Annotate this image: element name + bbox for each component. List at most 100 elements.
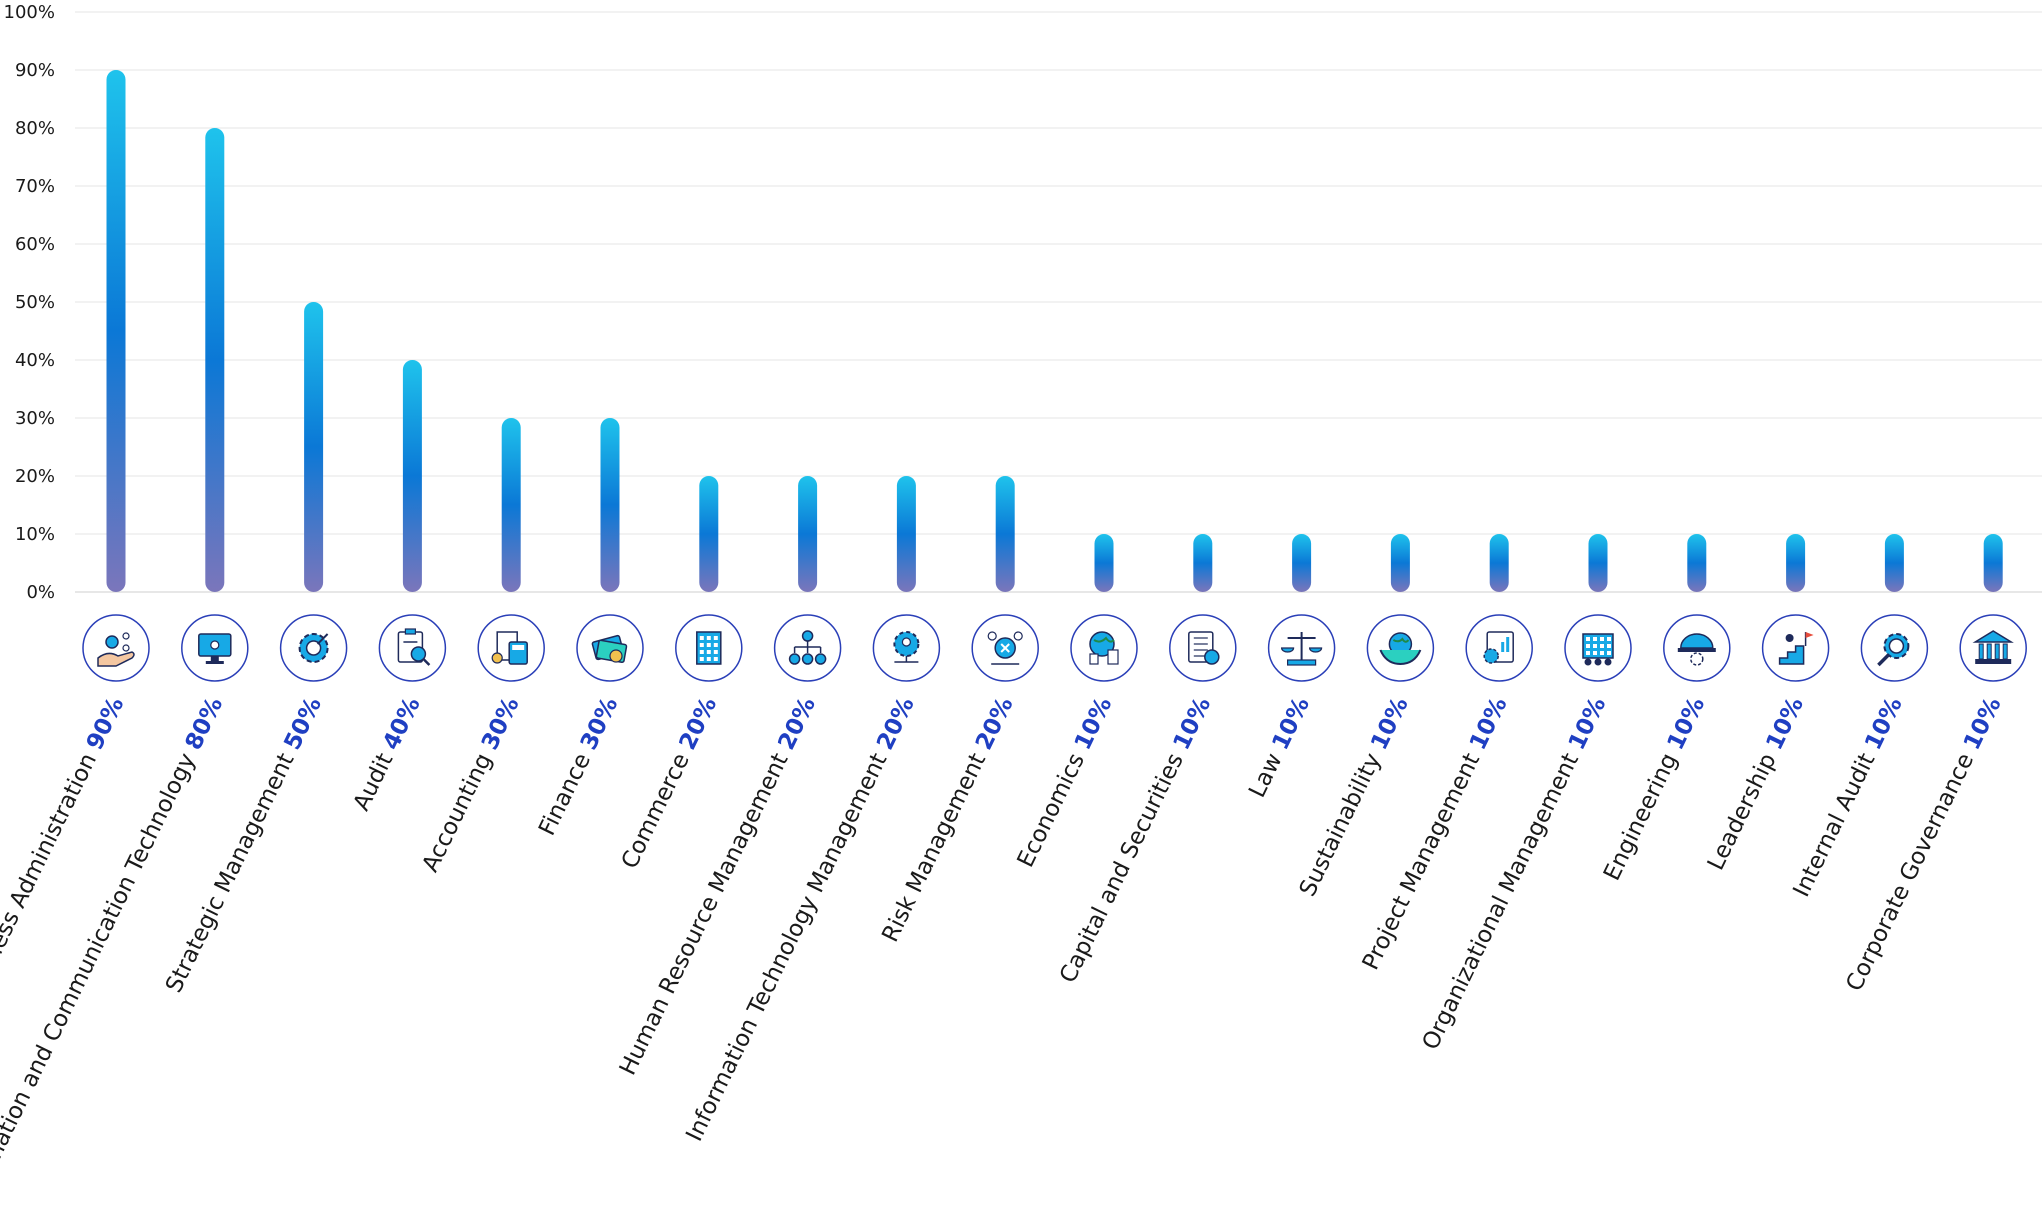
x-axis-label: Human Resource Management 20% bbox=[615, 693, 821, 1079]
building-people-icon bbox=[1564, 614, 1632, 682]
y-tick-label: 100% bbox=[4, 2, 55, 23]
bar bbox=[600, 418, 620, 592]
bar bbox=[1094, 534, 1114, 592]
bar bbox=[1292, 534, 1312, 592]
hand-with-gears-icon bbox=[82, 614, 150, 682]
category-label: Engineering bbox=[1599, 743, 1686, 885]
hard-hat-gear-icon bbox=[1663, 614, 1731, 682]
value-label: 40% bbox=[378, 693, 426, 754]
bar bbox=[501, 418, 521, 592]
bar bbox=[1193, 534, 1213, 592]
category-label: Risk Management bbox=[877, 743, 994, 947]
value-label: 10% bbox=[1267, 693, 1315, 754]
bar bbox=[304, 302, 324, 592]
x-axis-label: Organizational Management 10% bbox=[1418, 693, 1612, 1054]
y-tick-label: 90% bbox=[15, 60, 55, 81]
value-label: 10% bbox=[1366, 693, 1414, 754]
government-building-icon bbox=[1959, 614, 2027, 682]
x-axis-label: Audit 40% bbox=[349, 693, 426, 815]
bar bbox=[699, 476, 719, 592]
cash-money-icon bbox=[576, 614, 644, 682]
value-label: 20% bbox=[872, 693, 920, 754]
calculator-document-icon bbox=[477, 614, 545, 682]
x-axis-label: Law 10% bbox=[1244, 693, 1315, 802]
category-icons bbox=[82, 614, 2027, 682]
bars bbox=[106, 70, 2003, 592]
bar bbox=[402, 360, 422, 592]
category-label: Commerce bbox=[617, 743, 698, 873]
bar bbox=[1786, 534, 1806, 592]
y-tick-label: 60% bbox=[15, 234, 55, 255]
bar bbox=[1983, 534, 2003, 592]
risk-network-icon bbox=[971, 614, 1039, 682]
bar bbox=[896, 476, 916, 592]
bar bbox=[205, 128, 225, 592]
category-label: Internal Audit bbox=[1789, 743, 1884, 901]
bar bbox=[1390, 534, 1410, 592]
category-label: Information Technology Management bbox=[681, 743, 895, 1146]
globe-buildings-icon bbox=[1070, 614, 1138, 682]
scales-of-justice-icon bbox=[1267, 614, 1336, 682]
value-label: 10% bbox=[1761, 693, 1809, 754]
project-gear-chart-icon bbox=[1465, 614, 1533, 682]
bar bbox=[1489, 534, 1509, 592]
category-label: Accounting bbox=[418, 743, 501, 876]
x-axis-label: Business Administration 90% bbox=[0, 693, 129, 1009]
value-label: 50% bbox=[279, 693, 327, 754]
x-axis-label: Sustainability 10% bbox=[1295, 693, 1414, 900]
org-chart-icon bbox=[773, 614, 842, 682]
bar bbox=[106, 70, 126, 592]
gear-with-hand-icon bbox=[279, 614, 348, 682]
y-tick-label: 30% bbox=[15, 408, 55, 429]
bar bbox=[995, 476, 1015, 592]
value-label: 10% bbox=[1564, 693, 1612, 754]
x-axis-label: Engineering 10% bbox=[1599, 693, 1710, 884]
clipboard-magnifier-icon bbox=[378, 614, 447, 682]
document-coin-icon bbox=[1169, 614, 1237, 682]
category-label: Finance bbox=[534, 743, 599, 840]
value-label: 10% bbox=[1169, 693, 1217, 754]
y-tick-label: 50% bbox=[15, 292, 55, 313]
y-tick-label: 70% bbox=[15, 176, 55, 197]
x-axis-label: Accounting 30% bbox=[418, 693, 525, 876]
bar bbox=[798, 476, 818, 592]
hands-holding-earth-icon bbox=[1366, 614, 1435, 682]
category-label: Leadership bbox=[1703, 743, 1785, 875]
x-axis-label: Commerce 20% bbox=[617, 693, 722, 873]
value-label: 30% bbox=[477, 693, 525, 754]
x-axis-label: Leadership 10% bbox=[1703, 693, 1809, 874]
x-axis-label: Internal Audit 10% bbox=[1789, 693, 1908, 901]
gear-person-network-icon bbox=[872, 614, 941, 682]
x-axis-labels: Business Administration 90%Information a… bbox=[0, 693, 2007, 1205]
category-label: Audit bbox=[349, 743, 402, 815]
value-label: 20% bbox=[675, 693, 723, 754]
bar bbox=[1687, 534, 1707, 592]
value-label: 30% bbox=[576, 693, 624, 754]
category-label: Sustainability bbox=[1295, 743, 1390, 901]
value-label: 10% bbox=[1465, 693, 1513, 754]
bar bbox=[1884, 534, 1904, 592]
value-label: 20% bbox=[971, 693, 1019, 754]
x-axis-label: Finance 30% bbox=[534, 693, 623, 840]
y-tick-label: 20% bbox=[15, 466, 55, 487]
value-label: 10% bbox=[1663, 693, 1711, 754]
y-tick-label: 40% bbox=[15, 350, 55, 371]
value-label: 10% bbox=[1860, 693, 1908, 754]
office-building-icon bbox=[675, 614, 743, 682]
category-label: Economics bbox=[1013, 743, 1094, 872]
value-label: 20% bbox=[773, 693, 821, 754]
x-axis-label: Economics 10% bbox=[1013, 693, 1118, 871]
climbing-stairs-flag-icon bbox=[1761, 614, 1830, 682]
value-label: 10% bbox=[1070, 693, 1118, 754]
category-label: Human Resource Management bbox=[615, 743, 797, 1080]
value-label: 80% bbox=[181, 693, 229, 754]
monitor-network-icon bbox=[181, 614, 249, 682]
y-axis: 0% 10% 20% 30% 40% 50% 60% 70% 80% 90% 100% bbox=[4, 2, 55, 603]
value-label: 10% bbox=[1959, 693, 2007, 754]
value-label: 90% bbox=[82, 693, 130, 754]
y-tick-label: 0% bbox=[26, 582, 55, 603]
bar bbox=[1588, 534, 1608, 592]
y-tick-label: 10% bbox=[15, 524, 55, 545]
gridlines bbox=[75, 11, 2042, 593]
